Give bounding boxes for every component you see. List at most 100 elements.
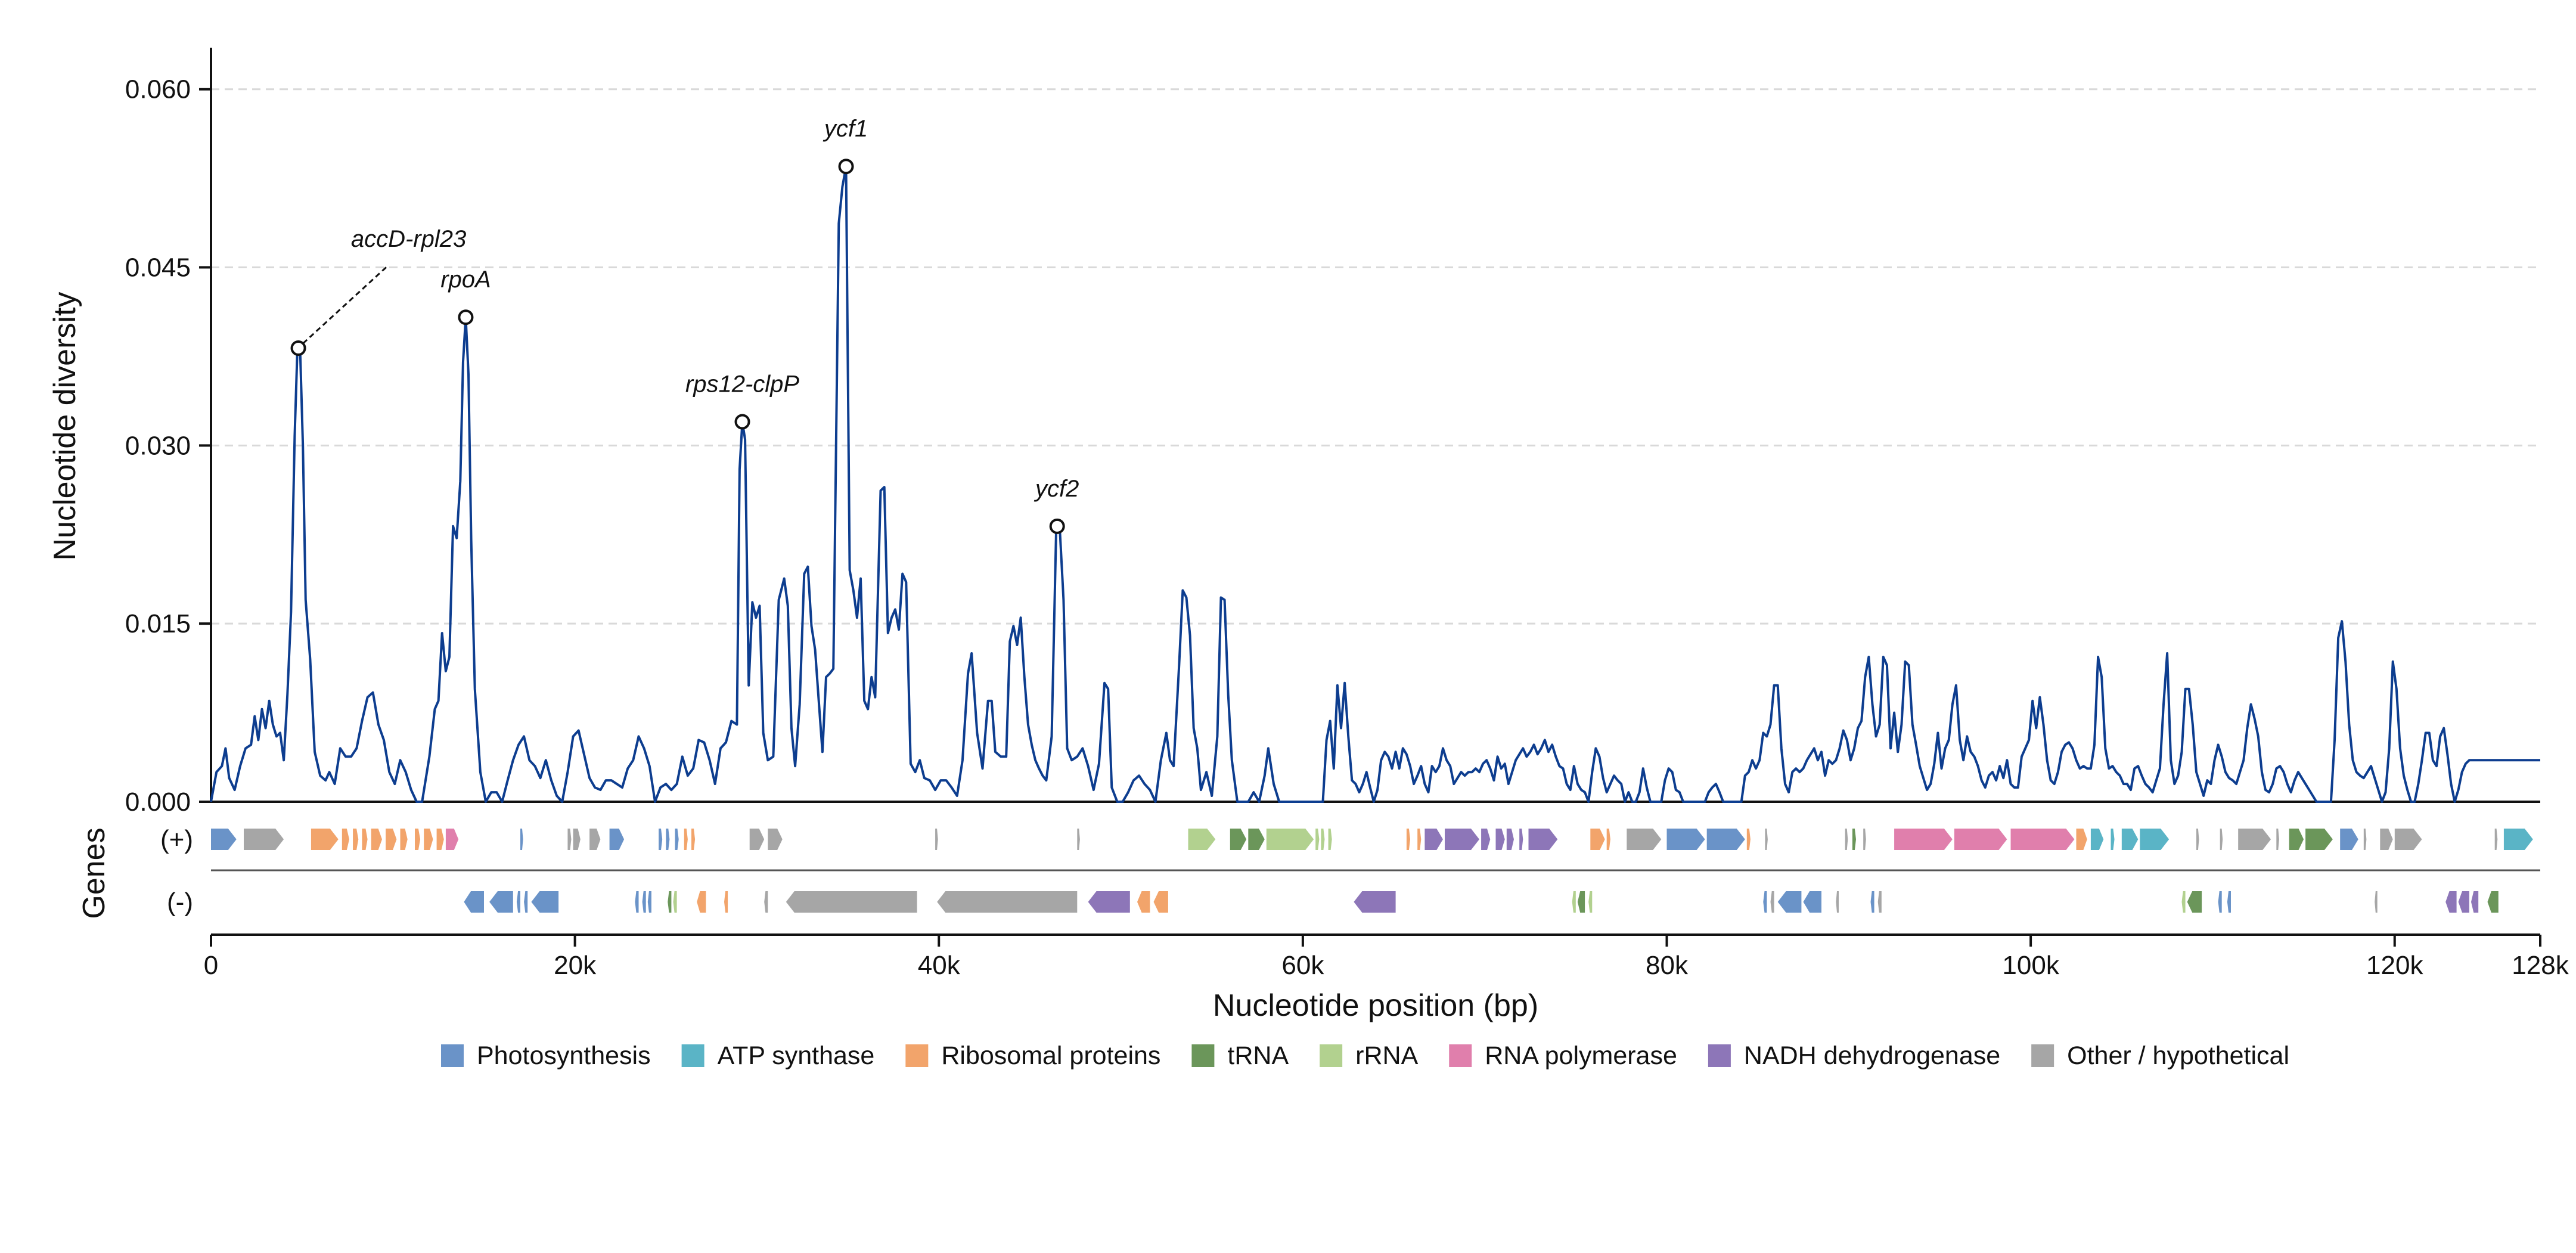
- peak-annotations: accD-rpl23 rpoA rps12-clpP ycf1 ycf2: [290, 116, 1079, 534]
- gene-arrow: [935, 829, 938, 850]
- gene-arrow: [1088, 891, 1130, 913]
- gene-arrow: [2494, 829, 2498, 850]
- x-tick-label: 20k: [554, 951, 597, 980]
- gene-arrow: [2276, 829, 2279, 850]
- legend-swatch: [1320, 1044, 1343, 1067]
- gene-arrow: [386, 829, 397, 850]
- gene-arrow: [1606, 829, 1610, 850]
- gene-arrow: [666, 829, 670, 850]
- gene-arrow: [668, 891, 672, 913]
- y-tick-label: 0.030: [125, 431, 191, 460]
- legend-swatch: [681, 1044, 704, 1067]
- gene-arrow: [1230, 829, 1247, 850]
- peak-marker: [458, 309, 474, 325]
- gene-arrow: [1519, 829, 1523, 850]
- gene-arrow: [2394, 829, 2422, 850]
- annotation-leader: [302, 265, 389, 345]
- x-tick-label: 40k: [918, 951, 961, 980]
- gene-arrow: [2458, 891, 2469, 913]
- x-tick-label: 128k: [2512, 951, 2569, 980]
- gene-arrow: [2380, 829, 2393, 850]
- minus-strand-label: (-): [167, 888, 193, 917]
- gene-arrow: [1706, 829, 1745, 850]
- gene-arrow: [362, 829, 368, 850]
- gene-arrow: [1495, 829, 1505, 850]
- gene-arrow: [1137, 891, 1150, 913]
- gene-arrow: [1077, 829, 1080, 850]
- gene-arrow: [1321, 829, 1325, 850]
- gene-arrow: [531, 891, 559, 913]
- gene-arrow: [1836, 891, 1839, 913]
- legend-swatch: [2031, 1044, 2054, 1067]
- peak-marker: [838, 159, 854, 175]
- gene-arrow: [589, 829, 601, 850]
- gene-arrow: [1954, 829, 2007, 850]
- x-axis-label: Nucleotide position (bp): [1213, 988, 1538, 1023]
- gene-arrow: [1746, 829, 1751, 850]
- gene-arrow: [2227, 891, 2231, 913]
- gene-arrow: [697, 891, 706, 913]
- gene-arrow: [2218, 891, 2222, 913]
- gene-arrow: [609, 829, 625, 850]
- gene-arrow: [647, 891, 651, 913]
- legend-label: NADH dehydrogenase: [1744, 1041, 2000, 1070]
- gene-arrow: [724, 891, 728, 913]
- gene-arrow: [1803, 891, 1821, 913]
- diversity-line: [210, 165, 2540, 803]
- gene-arrow: [673, 891, 677, 913]
- gene-arrow: [1763, 891, 1767, 913]
- gene-arrow: [311, 829, 339, 850]
- gene-arrow: [2340, 829, 2358, 850]
- gene-arrow: [489, 891, 513, 913]
- gene-arrow: [1445, 829, 1479, 850]
- x-tick-label: 0: [204, 951, 218, 980]
- gene-arrow: [1572, 891, 1576, 913]
- gene-arrow: [516, 891, 520, 913]
- gene-arrow: [691, 829, 696, 850]
- gene-arrow: [1506, 829, 1514, 850]
- peak-label: ycf2: [1033, 476, 1079, 502]
- gene-arrow: [211, 829, 237, 850]
- gene-arrow: [2503, 829, 2533, 850]
- gene-arrow: [937, 891, 1078, 913]
- gene-arrow: [1424, 829, 1443, 850]
- gene-arrow: [353, 829, 359, 850]
- gene-arrow: [675, 829, 679, 850]
- peak-marker: [734, 414, 750, 430]
- gene-arrow: [1666, 829, 1705, 850]
- gene-arrow: [244, 829, 284, 850]
- y-tick-label: 0.060: [125, 75, 191, 104]
- chart-axes: 0.000 0.015 0.030 0.045 0.060 0 20k 40k 60k 80k 10…: [125, 48, 2569, 980]
- legend-swatch: [1708, 1044, 1731, 1067]
- gene-arrow: [2196, 829, 2199, 850]
- gene-arrow: [524, 891, 528, 913]
- gene-arrow: [1354, 891, 1396, 913]
- gene-arrow: [1777, 891, 1802, 913]
- gene-arrow: [573, 829, 581, 850]
- legend-label: ATP synthase: [718, 1041, 875, 1070]
- legend-label: Photosynthesis: [477, 1041, 651, 1070]
- gene-arrow: [424, 829, 433, 850]
- gene-arrow: [2305, 829, 2333, 850]
- peak-label: rpoA: [440, 266, 491, 293]
- genes-track-label: Genes: [77, 827, 111, 919]
- gene-arrow: [445, 829, 459, 850]
- gene-arrow: [1627, 829, 1662, 850]
- gene-arrow: [2010, 829, 2075, 850]
- gene-arrow: [684, 829, 688, 850]
- gene-arrow: [1845, 829, 1848, 850]
- gene-arrow: [2375, 891, 2378, 913]
- gene-arrow: [1590, 829, 1605, 850]
- legend-label: RNA polymerase: [1485, 1041, 1677, 1070]
- peak-label: accD-rpl23: [351, 226, 466, 252]
- gene-arrow: [520, 829, 523, 850]
- gene-arrow: [371, 829, 382, 850]
- gene-arrow: [2220, 829, 2223, 850]
- gene-arrow: [1248, 829, 1265, 850]
- legend-swatch: [441, 1044, 464, 1067]
- gene-arrow: [2076, 829, 2087, 850]
- peak-label: rps12-clpP: [685, 371, 800, 398]
- gene-arrow: [1406, 829, 1410, 850]
- gene-arrow: [1153, 891, 1168, 913]
